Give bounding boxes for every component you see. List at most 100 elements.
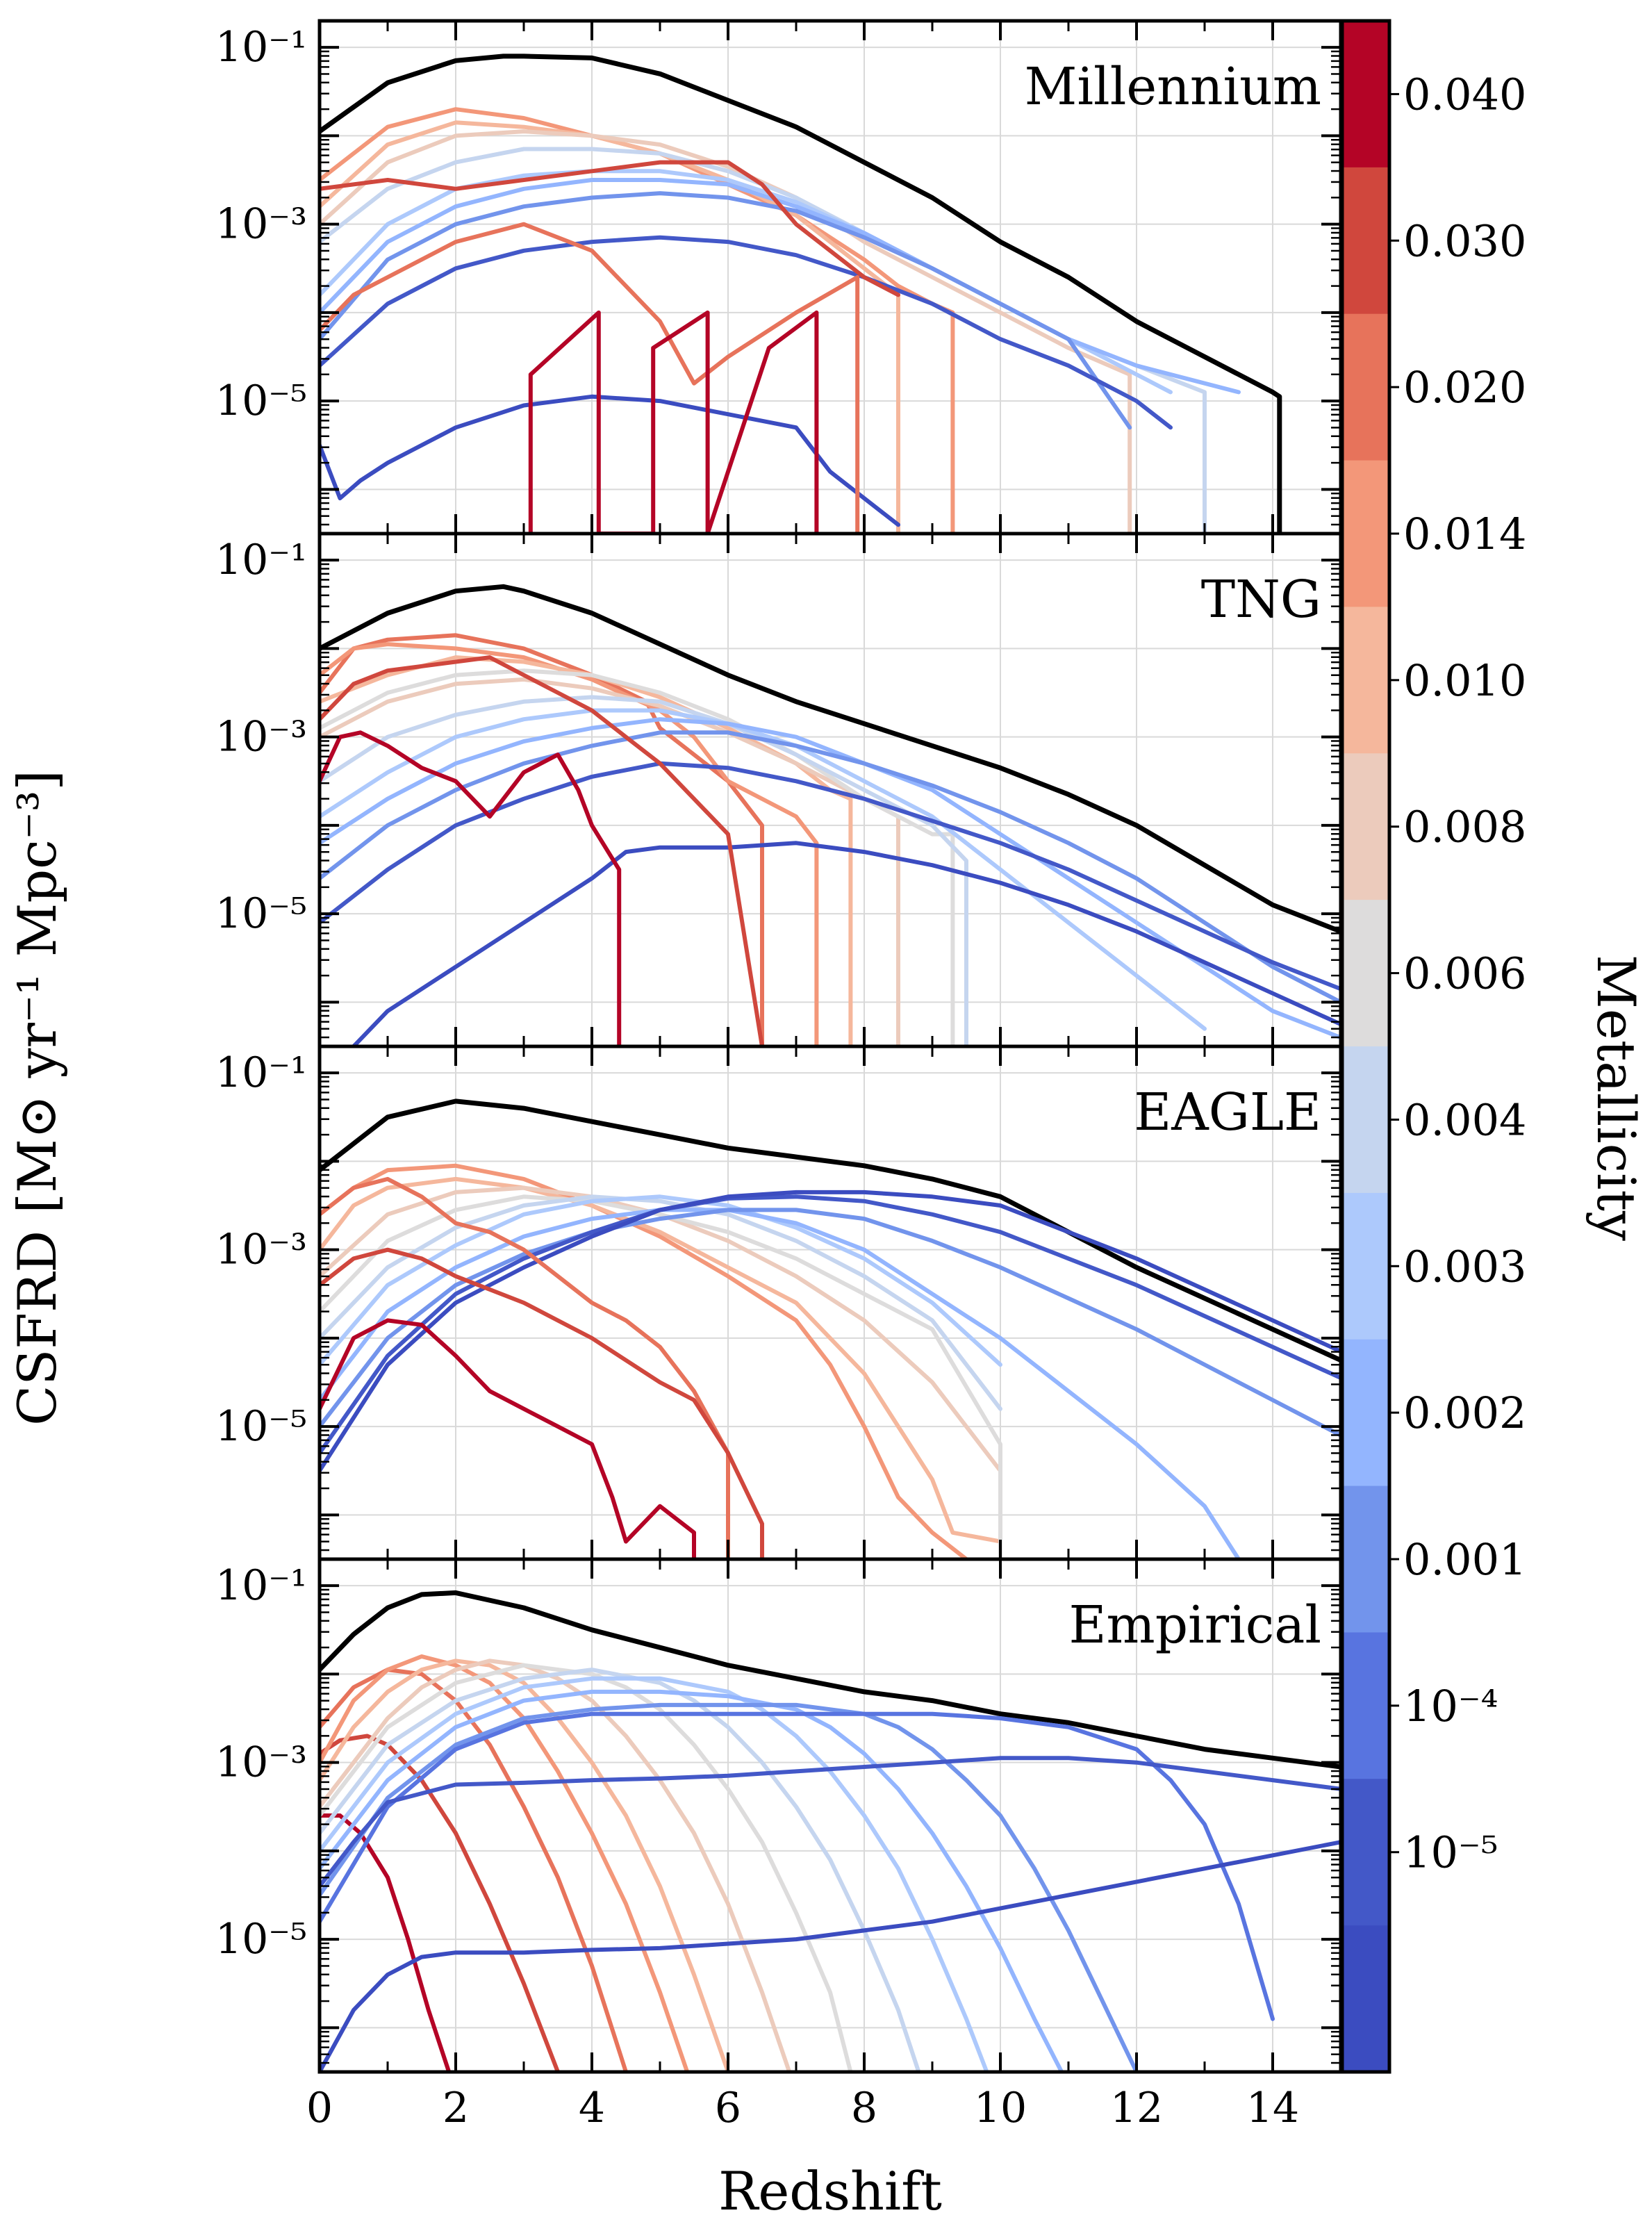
panel-title: TNG (1201, 570, 1321, 629)
series-line-1 (320, 1163, 968, 1559)
series-line-5 (320, 1194, 1002, 1411)
series-line-10 (320, 761, 1341, 991)
colorbar-segment (1342, 1339, 1389, 1487)
series-line-9 (320, 1194, 1341, 1456)
panel-1: 10⁻¹ 10⁻³ 10⁻⁵ TNG (215, 532, 1343, 1048)
series-line-2 (320, 642, 819, 1046)
colorbar-segment (1342, 21, 1389, 168)
y-tick-label: 10⁻⁵ (215, 889, 307, 938)
y-tick-label: 10⁻³ (215, 713, 307, 762)
colorbar-tick-label: 0.008 (1403, 802, 1527, 853)
panel-title: EAGLE (1134, 1083, 1321, 1142)
series-line-10 (320, 1190, 1341, 1473)
series-line-4 (320, 1654, 690, 2072)
panel-title: Empirical (1069, 1595, 1322, 1655)
colorbar-segment (1342, 753, 1389, 900)
series-line-6 (320, 1194, 1002, 1367)
colorbar-tick-label: 0.006 (1403, 948, 1527, 999)
x-tick-label: 10 (974, 2084, 1027, 2132)
series-line-5 (320, 1659, 730, 2072)
colorbar-segment (1342, 1192, 1389, 1340)
x-tick-label: 2 (443, 2084, 469, 2132)
series-line-11 (352, 841, 1341, 1046)
series-line-10 (320, 160, 900, 297)
series-line-12 (320, 1711, 1275, 2021)
series-line-11 (320, 1176, 730, 1559)
colorbar-tick-label: 0.004 (1403, 1094, 1527, 1145)
y-tick-label: 10⁻³ (215, 1226, 307, 1274)
series-line-3 (320, 129, 1132, 534)
series-line-7 (320, 191, 1132, 430)
panel-title: Millennium (1025, 57, 1321, 117)
colorbar-segment (1342, 1779, 1389, 1926)
x-tick-label: 8 (851, 2084, 877, 2132)
series-group (320, 1098, 1341, 1559)
y-tick-label: 10⁻¹ (215, 1561, 307, 1610)
y-tick-label: 10⁻³ (215, 200, 307, 249)
series-line-9 (320, 1676, 989, 2072)
series-line-7 (320, 1663, 853, 2072)
colorbar-segment (1342, 1046, 1389, 1194)
series-line-12 (528, 310, 819, 534)
series-line-7 (320, 708, 1207, 1031)
panel-3: 10⁻¹ 10⁻³ 10⁻⁵ 0 2 4 6 8 10 12 14 Empirical (215, 1557, 1343, 2132)
colorbar-tick-label: 0.040 (1403, 69, 1527, 120)
x-tick-label: 4 (579, 2084, 605, 2132)
y-axis-label: CSFRD [M⊙ yr⁻¹ Mpc⁻³] (6, 770, 68, 1426)
series-line-0 (320, 1590, 1341, 1770)
colorbar-tick-label: 0.003 (1403, 1241, 1527, 1292)
colorbar-segment (1342, 313, 1389, 461)
series-line-13 (320, 1318, 696, 1559)
y-tick-label: 10⁻¹ (215, 1048, 307, 1097)
series-line-13 (320, 655, 764, 1046)
panels-group: 10⁻¹10⁻³10⁻⁵Millennium10⁻¹10⁻³10⁻⁵TNG10⁻… (215, 19, 1343, 2132)
colorbar-segment (1342, 1925, 1389, 2073)
x-tick-label: 6 (715, 2084, 741, 2132)
colorbar-segment (1342, 900, 1389, 1047)
series-line-13 (320, 1756, 1341, 1888)
series-group (320, 584, 1341, 1046)
colorbar-tick-label: 10⁻⁴ (1403, 1681, 1498, 1731)
series-line-8 (320, 235, 1173, 430)
colorbar: 0.040 0.030 0.020 0.014 0.010 0.008 0.006 0.004… (1340, 19, 1527, 2074)
colorbar-label: Metallicity (1585, 955, 1647, 1241)
colorbar-segment (1342, 167, 1389, 315)
series-line-9 (320, 730, 1341, 1005)
series-line-11 (320, 222, 860, 534)
series-line-0 (320, 1098, 1341, 1363)
series-line-5 (320, 169, 1173, 395)
series-line-5 (320, 668, 955, 1046)
series-group (320, 54, 1282, 534)
colorbar-segment (1342, 460, 1389, 608)
series-line-6 (320, 695, 968, 1046)
series-line-2 (320, 1176, 1002, 1544)
panel-2: 10⁻¹ 10⁻³ 10⁻⁵ EAGLE (215, 1044, 1343, 1561)
colorbar-tick-label: 0.014 (1403, 509, 1527, 559)
series-line-1 (320, 1813, 452, 2072)
x-tick-label: 0 (306, 2084, 333, 2132)
colorbar-tick-label: 10⁻⁵ (1403, 1827, 1498, 1878)
series-line-7 (320, 1208, 1241, 1559)
colorbar-frame (1340, 19, 1391, 2074)
colorbar-tick-label: 0.030 (1403, 215, 1527, 266)
series-line-14 (320, 1840, 1341, 2072)
series-line-1 (320, 633, 764, 1046)
series-line-6 (320, 1659, 792, 2072)
y-tick-label: 10⁻¹ (215, 23, 307, 72)
series-line-0 (320, 584, 1341, 935)
colorbar-segment (1342, 1486, 1389, 1633)
y-tick-label: 10⁻³ (215, 1738, 307, 1787)
series-line-3 (320, 655, 853, 1046)
x-tick-label: 14 (1246, 2084, 1299, 2132)
series-line-12 (320, 1247, 764, 1559)
panel-0: 10⁻¹ 10⁻³ 10⁻⁵ Millennium (215, 19, 1343, 536)
series-line-0 (320, 54, 1282, 534)
y-tick-label: 10⁻⁵ (215, 1915, 307, 1964)
series-line-12 (320, 730, 622, 1046)
y-tick-label: 10⁻¹ (215, 536, 307, 584)
colorbar-segment (1342, 1632, 1389, 1779)
colorbar-tick-label: 0.002 (1403, 1388, 1527, 1438)
series-group (320, 1590, 1341, 2072)
x-axis-label: Redshift (718, 2160, 942, 2222)
